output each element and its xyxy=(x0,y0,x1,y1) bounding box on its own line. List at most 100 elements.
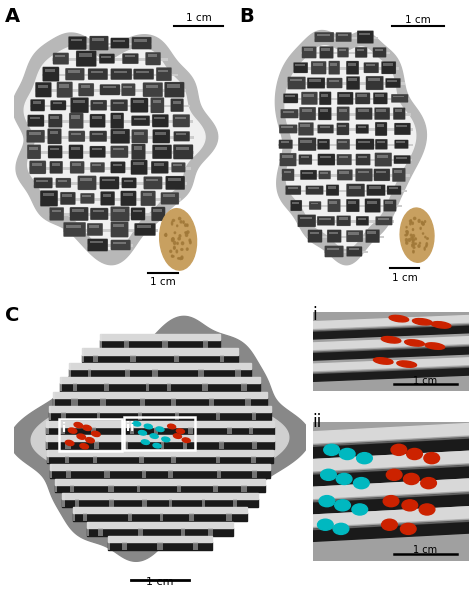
Ellipse shape xyxy=(415,243,417,244)
Bar xyxy=(282,155,292,158)
Text: 1 cm: 1 cm xyxy=(392,273,417,283)
FancyBboxPatch shape xyxy=(130,98,148,113)
Bar xyxy=(68,70,80,73)
Bar xyxy=(130,427,134,434)
Ellipse shape xyxy=(185,233,188,236)
FancyBboxPatch shape xyxy=(318,154,335,165)
Bar xyxy=(348,78,357,81)
Bar xyxy=(297,220,394,223)
Bar xyxy=(81,86,91,88)
FancyBboxPatch shape xyxy=(373,93,387,104)
Bar xyxy=(160,514,163,521)
Bar xyxy=(280,113,411,116)
Ellipse shape xyxy=(80,444,89,449)
Bar xyxy=(301,52,390,54)
Bar xyxy=(92,133,103,135)
Bar xyxy=(279,159,412,162)
Bar xyxy=(94,441,99,449)
Bar xyxy=(125,55,135,57)
Bar xyxy=(252,441,257,449)
Text: 1 cm: 1 cm xyxy=(413,545,438,555)
FancyBboxPatch shape xyxy=(91,100,107,110)
Bar xyxy=(320,109,328,112)
Bar xyxy=(139,456,144,463)
Ellipse shape xyxy=(187,231,189,233)
Ellipse shape xyxy=(410,219,411,223)
Bar xyxy=(198,369,204,377)
Bar xyxy=(324,251,368,253)
Bar xyxy=(367,232,376,235)
Bar xyxy=(376,109,386,112)
Bar xyxy=(189,514,194,521)
Ellipse shape xyxy=(410,220,411,222)
Bar xyxy=(71,133,81,135)
Ellipse shape xyxy=(68,428,77,433)
Bar xyxy=(176,147,189,150)
FancyBboxPatch shape xyxy=(337,48,349,57)
Ellipse shape xyxy=(335,500,350,511)
Bar xyxy=(37,84,48,88)
Text: ii: ii xyxy=(313,413,322,431)
Ellipse shape xyxy=(319,496,335,507)
FancyBboxPatch shape xyxy=(110,38,129,48)
Ellipse shape xyxy=(172,255,173,257)
Bar xyxy=(72,163,81,166)
Bar xyxy=(101,55,111,57)
FancyBboxPatch shape xyxy=(165,176,185,190)
Bar xyxy=(73,100,84,103)
FancyBboxPatch shape xyxy=(326,185,339,196)
Bar xyxy=(310,80,321,81)
FancyBboxPatch shape xyxy=(110,113,124,128)
Bar xyxy=(133,100,144,103)
Bar xyxy=(349,186,361,189)
Text: 1 cm: 1 cm xyxy=(146,577,174,587)
Ellipse shape xyxy=(425,236,426,238)
Polygon shape xyxy=(12,33,218,265)
Bar xyxy=(49,213,171,216)
Bar xyxy=(30,117,40,119)
Bar xyxy=(367,201,377,204)
Bar xyxy=(36,180,48,182)
FancyBboxPatch shape xyxy=(173,145,193,159)
Bar xyxy=(283,111,294,113)
Bar xyxy=(58,180,67,182)
Ellipse shape xyxy=(172,256,174,257)
FancyBboxPatch shape xyxy=(365,198,381,212)
Bar xyxy=(385,201,393,204)
Bar xyxy=(176,133,186,135)
Bar xyxy=(368,78,380,81)
Ellipse shape xyxy=(389,315,409,322)
FancyBboxPatch shape xyxy=(301,92,318,105)
Ellipse shape xyxy=(431,321,451,328)
FancyBboxPatch shape xyxy=(375,216,392,225)
Polygon shape xyxy=(285,46,416,248)
Bar xyxy=(358,110,369,112)
Bar xyxy=(123,86,132,88)
Bar xyxy=(193,542,198,550)
Ellipse shape xyxy=(421,478,437,488)
Bar xyxy=(134,147,142,150)
Bar xyxy=(137,528,143,535)
FancyBboxPatch shape xyxy=(43,67,59,81)
Bar xyxy=(173,164,182,166)
Bar xyxy=(301,124,310,127)
Bar xyxy=(173,101,181,104)
FancyBboxPatch shape xyxy=(71,98,89,113)
Ellipse shape xyxy=(405,339,424,346)
Ellipse shape xyxy=(422,223,424,225)
Ellipse shape xyxy=(412,318,432,325)
Bar xyxy=(136,71,149,73)
Bar xyxy=(378,218,389,219)
FancyBboxPatch shape xyxy=(70,207,88,221)
Ellipse shape xyxy=(412,239,414,241)
Bar xyxy=(93,456,97,463)
Polygon shape xyxy=(31,335,289,543)
Bar xyxy=(330,63,337,66)
FancyBboxPatch shape xyxy=(325,246,344,257)
Bar xyxy=(133,162,144,165)
Bar xyxy=(102,86,116,89)
Ellipse shape xyxy=(412,222,413,224)
FancyBboxPatch shape xyxy=(357,31,374,43)
Bar xyxy=(73,384,77,391)
Bar xyxy=(59,427,64,434)
